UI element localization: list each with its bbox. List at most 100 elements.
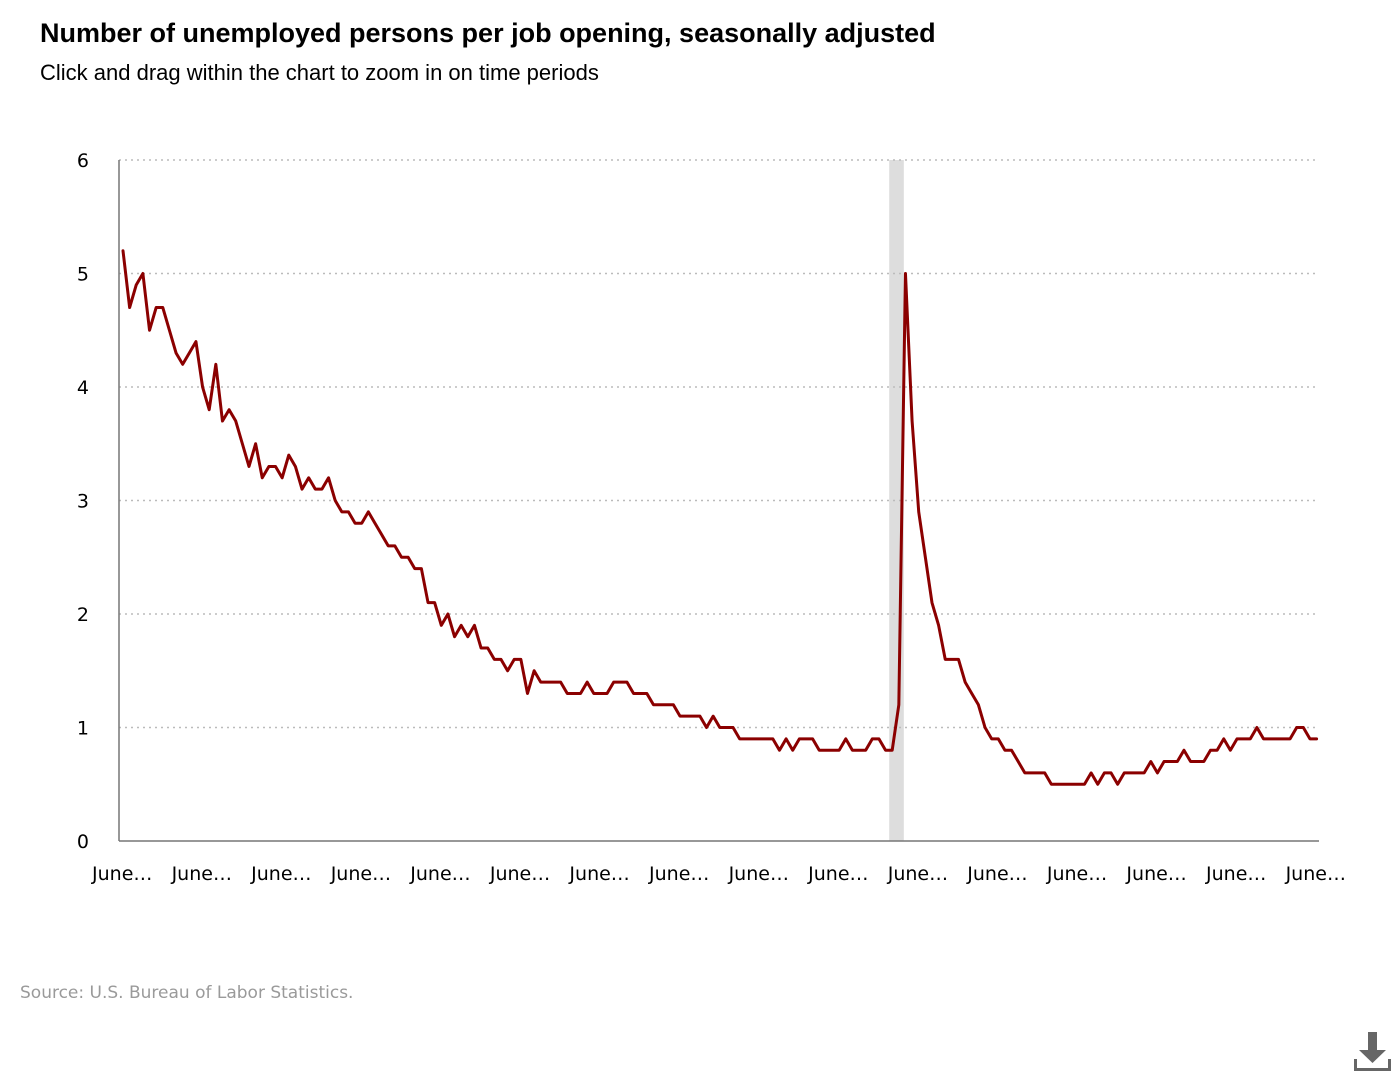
data-point (1210, 750, 1211, 751)
data-point (156, 307, 157, 308)
x-tick-label: June… (807, 863, 868, 885)
data-point (1250, 738, 1251, 739)
data-point (374, 523, 375, 524)
data-point (865, 750, 866, 751)
data-point (394, 545, 395, 546)
data-point (713, 716, 714, 717)
data-point (1111, 772, 1112, 773)
data-point (1064, 784, 1065, 785)
x-tick-label: June… (728, 863, 789, 885)
x-tick-label: June… (330, 863, 391, 885)
data-point (255, 443, 256, 444)
data-point (825, 750, 826, 751)
data-point (1309, 738, 1310, 739)
data-point (514, 659, 515, 660)
data-point (593, 693, 594, 694)
data-point (1137, 772, 1138, 773)
x-tick-label: June… (171, 863, 232, 885)
data-point (321, 489, 322, 490)
chart-title: Number of unemployed persons per job ope… (40, 18, 936, 48)
data-point (1150, 761, 1151, 762)
data-point (481, 648, 482, 649)
data-point (136, 284, 137, 285)
x-tick-label: June… (1046, 863, 1107, 885)
data-point (176, 352, 177, 353)
data-point (1031, 772, 1032, 773)
data-point (859, 750, 860, 751)
data-point (1104, 772, 1105, 773)
data-point (726, 727, 727, 728)
series-line (121, 249, 1319, 786)
data-point (680, 716, 681, 717)
data-point (733, 727, 734, 728)
data-point (885, 750, 886, 751)
data-point (1018, 761, 1019, 762)
data-point (673, 704, 674, 705)
data-point (1044, 772, 1045, 773)
x-tick-label: June… (568, 863, 629, 885)
data-point (686, 716, 687, 717)
data-point (1303, 727, 1304, 728)
data-point (1057, 784, 1058, 785)
data-point (779, 750, 780, 751)
data-point (182, 364, 183, 365)
data-point (912, 421, 913, 422)
data-point (461, 625, 462, 626)
data-point (1071, 784, 1072, 785)
data-point (361, 523, 362, 524)
data-point (640, 693, 641, 694)
y-tick-label: 6 (77, 150, 89, 172)
data-point (441, 625, 442, 626)
data-point (1290, 738, 1291, 739)
data-point (560, 682, 561, 683)
data-point (938, 625, 939, 626)
data-point (1197, 761, 1198, 762)
data-point (149, 330, 150, 331)
data-point (965, 682, 966, 683)
data-point (534, 670, 535, 671)
data-point (626, 682, 627, 683)
y-tick-label: 3 (77, 491, 89, 513)
data-point (931, 602, 932, 603)
data-point (434, 602, 435, 603)
data-point (786, 738, 787, 739)
data-point (792, 750, 793, 751)
data-point (998, 738, 999, 739)
data-point (414, 568, 415, 569)
y-tick-label: 4 (77, 377, 89, 399)
data-point (315, 489, 316, 490)
data-point (355, 523, 356, 524)
data-point (925, 557, 926, 558)
data-point (381, 534, 382, 535)
data-point (162, 307, 163, 308)
data-point (1190, 761, 1191, 762)
download-button[interactable] (1352, 1030, 1392, 1074)
data-point (660, 704, 661, 705)
data-point (275, 466, 276, 467)
x-tick-label: June… (1205, 863, 1266, 885)
data-point (805, 738, 806, 739)
data-point (229, 409, 230, 410)
data-point (1230, 750, 1231, 751)
y-tick-label: 5 (77, 264, 89, 286)
data-point (328, 477, 329, 478)
data-point (1256, 727, 1257, 728)
data-point (129, 307, 130, 308)
data-point (1144, 772, 1145, 773)
data-point (706, 727, 707, 728)
data-point (1157, 772, 1158, 773)
y-tick-label: 2 (77, 604, 89, 626)
data-point (1164, 761, 1165, 762)
data-point (1270, 738, 1271, 739)
data-point (1097, 784, 1098, 785)
data-point (971, 693, 972, 694)
data-point (1243, 738, 1244, 739)
axes (118, 160, 1319, 842)
data-point (1051, 784, 1052, 785)
data-point (839, 750, 840, 751)
x-tick-label: June… (1285, 863, 1346, 885)
data-point (766, 738, 767, 739)
data-point (1296, 727, 1297, 728)
data-point (819, 750, 820, 751)
